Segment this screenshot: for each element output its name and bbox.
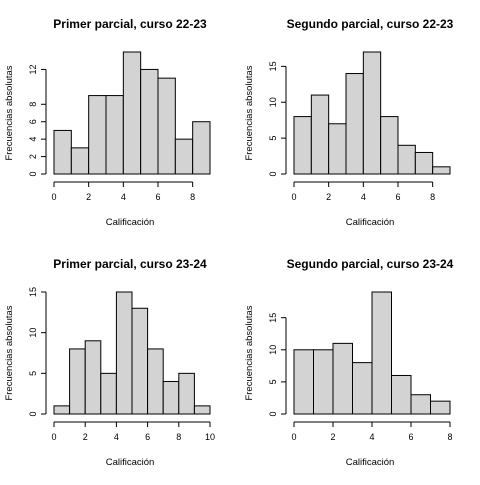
y-tick-label: 10 <box>28 328 38 338</box>
x-tick-label: 2 <box>326 192 331 202</box>
x-axis-label: Calificación <box>106 217 155 228</box>
y-axis-label: Frecuencias absolutas <box>4 65 15 160</box>
x-tick-label: 4 <box>361 192 366 202</box>
x-tick-label: 8 <box>447 432 452 442</box>
x-tick-label: 0 <box>51 192 56 202</box>
histogram-panel-4: 0 2 4 6 8 0 5 10 15 Segundo parcial, curso 23-24 C… <box>244 257 454 468</box>
chart-title: Segundo parcial, curso 22-23 <box>287 17 454 31</box>
histogram-bar <box>414 151 434 175</box>
histogram-panel-1: 0 2 4 6 8 0 2 4 6 8 12 Primer parcial, curso 22-23 C… <box>4 17 211 228</box>
histogram-bar <box>53 405 71 415</box>
x-tick-label: 2 <box>86 192 91 202</box>
histogram-bar <box>430 400 451 415</box>
histogram-bar <box>53 129 72 175</box>
y-tick-label: 4 <box>28 137 38 142</box>
histogram-bar <box>293 116 312 175</box>
x-tick-label: 0 <box>51 432 56 442</box>
x-tick-label: 6 <box>145 432 150 442</box>
y-tick-label: 15 <box>268 313 278 323</box>
y-tick-label: 10 <box>268 97 278 107</box>
histogram-bar <box>88 95 107 175</box>
y-tick-label: 0 <box>268 411 278 416</box>
histogram-bar <box>69 348 86 415</box>
histogram-bar <box>332 342 353 415</box>
y-tick-label: 5 <box>268 136 278 141</box>
x-axis-label: Calificación <box>106 457 155 468</box>
x-tick-label: 6 <box>155 192 160 202</box>
histogram-bar <box>313 349 334 415</box>
x-axis-label: Calificación <box>346 457 395 468</box>
histogram-bar <box>140 68 159 175</box>
histogram-bar <box>131 307 149 415</box>
y-tick-label: 0 <box>28 171 38 176</box>
y-tick-label: 0 <box>28 411 38 416</box>
x-tick-label: 0 <box>291 192 296 202</box>
histogram-bar <box>192 121 211 175</box>
histogram-bar <box>70 147 90 175</box>
histogram-bar <box>105 95 124 175</box>
y-axis-label: Frecuencias absolutas <box>244 65 255 160</box>
x-tick-label: 4 <box>369 432 374 442</box>
y-tick-label: 6 <box>28 119 38 124</box>
y-tick-label: 5 <box>28 371 38 376</box>
histogram-bar <box>174 138 194 175</box>
histogram-bar <box>178 372 195 415</box>
x-tick-label: 2 <box>330 432 335 442</box>
y-tick-label: 8 <box>28 102 38 107</box>
histogram-bar <box>115 291 133 415</box>
x-tick-label: 8 <box>430 192 435 202</box>
histogram-bar <box>157 77 176 175</box>
y-tick-label: 12 <box>28 64 38 74</box>
x-tick-label: 2 <box>83 432 88 442</box>
x-tick-label: 10 <box>205 432 215 442</box>
histogram-bar <box>293 349 314 415</box>
histogram-bar <box>147 348 164 415</box>
y-tick-label: 15 <box>268 61 278 71</box>
x-axis-label: Calificación <box>346 217 395 228</box>
histogram-bar <box>410 394 431 415</box>
histogram-bar <box>310 94 330 175</box>
x-tick-label: 8 <box>190 192 195 202</box>
y-tick-label: 0 <box>268 171 278 176</box>
chart-title: Segundo parcial, curso 23-24 <box>287 257 454 271</box>
y-tick-label: 15 <box>28 287 38 297</box>
chart-title: Primer parcial, curso 23-24 <box>53 257 207 271</box>
histogram-bar <box>380 116 399 175</box>
histogram-bar <box>193 405 211 415</box>
x-tick-label: 6 <box>395 192 400 202</box>
y-tick-label: 10 <box>268 345 278 355</box>
y-tick-label: 5 <box>268 379 278 384</box>
histogram-bar <box>100 372 117 415</box>
x-tick-label: 8 <box>176 432 181 442</box>
histogram-bar <box>345 73 364 175</box>
histogram-panel-3: 0 2 4 6 8 10 0 5 10 15 Primer parcial, curso 23-24… <box>4 257 215 468</box>
histogram-bar <box>352 362 373 415</box>
y-axis-label: Frecuencias absolutas <box>4 305 15 400</box>
histogram-bar <box>328 123 347 175</box>
histogram-bar <box>84 340 102 415</box>
histogram-bar <box>371 291 392 415</box>
histogram-bar <box>362 51 382 175</box>
chart-title: Primer parcial, curso 22-23 <box>53 17 207 31</box>
histogram-bar <box>432 166 451 175</box>
x-tick-label: 0 <box>291 432 296 442</box>
histogram-bar <box>122 51 142 175</box>
x-tick-label: 4 <box>121 192 126 202</box>
y-tick-label: 2 <box>28 154 38 159</box>
x-tick-label: 4 <box>114 432 119 442</box>
y-axis-label: Frecuencias absolutas <box>244 305 255 400</box>
histogram-bar <box>397 144 416 175</box>
x-tick-label: 6 <box>408 432 413 442</box>
histogram-bar <box>391 374 412 415</box>
histogram-bar <box>162 380 180 415</box>
histogram-panel-2: 0 2 4 6 8 0 5 10 15 Segundo parcial, curso 22-23 C… <box>244 17 454 228</box>
